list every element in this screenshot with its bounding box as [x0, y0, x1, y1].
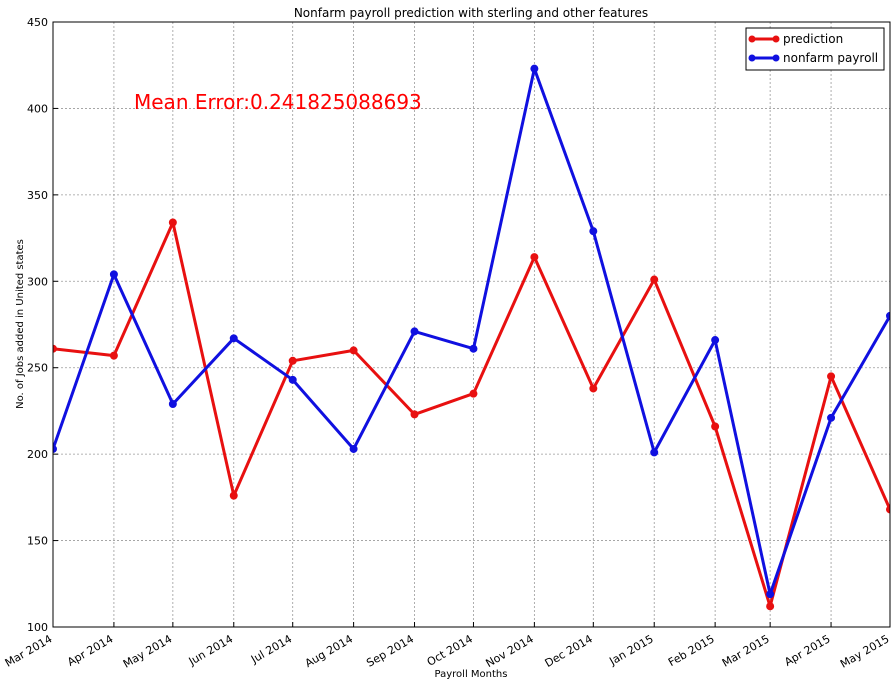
y-tick-label: 150 [27, 535, 48, 548]
x-tick-label: Apr 2014 [65, 632, 115, 669]
x-tick-label: Jan 2015 [606, 632, 655, 668]
data-point [410, 327, 419, 336]
y-axis-label: No. of Jobs added in United states [15, 239, 26, 409]
legend-marker [772, 35, 780, 43]
data-point [349, 444, 358, 453]
data-point [766, 590, 775, 599]
data-point [168, 400, 177, 409]
y-tick-label: 250 [27, 362, 48, 375]
x-tick-label: Dec 2014 [543, 632, 595, 670]
data-point [53, 344, 57, 353]
series-line-prediction [53, 221, 890, 608]
legend-marker [772, 54, 780, 62]
data-point [53, 444, 57, 453]
series-group [53, 64, 890, 611]
data-point [288, 375, 297, 384]
data-point [530, 64, 539, 73]
plot-frame [52, 21, 891, 628]
data-point [886, 505, 890, 514]
legend-marker [748, 54, 756, 62]
x-tick-label: May 2014 [121, 632, 174, 670]
series-line-nonfarm-payroll [53, 67, 890, 596]
data-point [711, 422, 720, 431]
data-point [711, 336, 720, 345]
x-tick-label: May 2015 [838, 632, 891, 670]
x-tick-label: Oct 2014 [425, 632, 475, 669]
y-axis-ticks: 100 150 200 250 300 350 400 450 [27, 16, 58, 634]
data-point [530, 253, 539, 262]
data-point [827, 413, 836, 422]
y-tick-label: 450 [27, 16, 48, 29]
x-tick-label: Jun 2014 [186, 632, 236, 668]
y-tick-label: 200 [27, 448, 48, 461]
data-point [589, 384, 598, 393]
data-point [288, 356, 297, 365]
y-tick-label: 300 [27, 275, 48, 288]
x-axis-label: Payroll Months [435, 669, 508, 680]
data-point [650, 275, 659, 284]
data-point [349, 346, 358, 355]
legend: prediction nonfarm payroll [745, 27, 885, 71]
x-tick-label: Jul 2014 [248, 632, 294, 666]
mean-error-annotation: Mean Error:0.241825088693 [134, 90, 422, 114]
y-tick-label: 400 [27, 102, 48, 115]
y-tick-label: 350 [27, 189, 48, 202]
data-point [168, 218, 177, 227]
data-point [589, 227, 598, 236]
data-point [469, 344, 478, 353]
x-tick-label: Feb 2015 [666, 632, 717, 669]
legend-label: nonfarm payroll [783, 51, 878, 65]
x-tick-label: Sep 2014 [364, 632, 416, 669]
legend-marker [748, 35, 756, 43]
data-point [410, 410, 419, 419]
data-point [229, 334, 238, 343]
x-axis-ticks: Mar 2014 Apr 2014 May 2014 Jun 2014 Jul 2014… [3, 622, 892, 671]
data-point [229, 491, 238, 500]
data-point [827, 372, 836, 381]
data-point [886, 311, 890, 320]
data-point [109, 351, 118, 360]
x-tick-label: Mar 2014 [3, 632, 55, 669]
y-tick-label: 100 [27, 621, 48, 634]
chart-title: Nonfarm payroll prediction with sterling… [294, 6, 648, 20]
x-tick-label: Mar 2015 [720, 632, 772, 669]
x-tick-label: Aug 2014 [303, 632, 355, 670]
x-tick-label: Apr 2015 [782, 632, 832, 669]
data-point [650, 448, 659, 457]
series-layer [53, 64, 890, 611]
data-point [766, 602, 775, 611]
data-point [109, 270, 118, 279]
legend-box [745, 27, 885, 71]
data-point [469, 389, 478, 398]
x-tick-label: Nov 2014 [484, 632, 536, 670]
legend-label: prediction [783, 32, 843, 46]
